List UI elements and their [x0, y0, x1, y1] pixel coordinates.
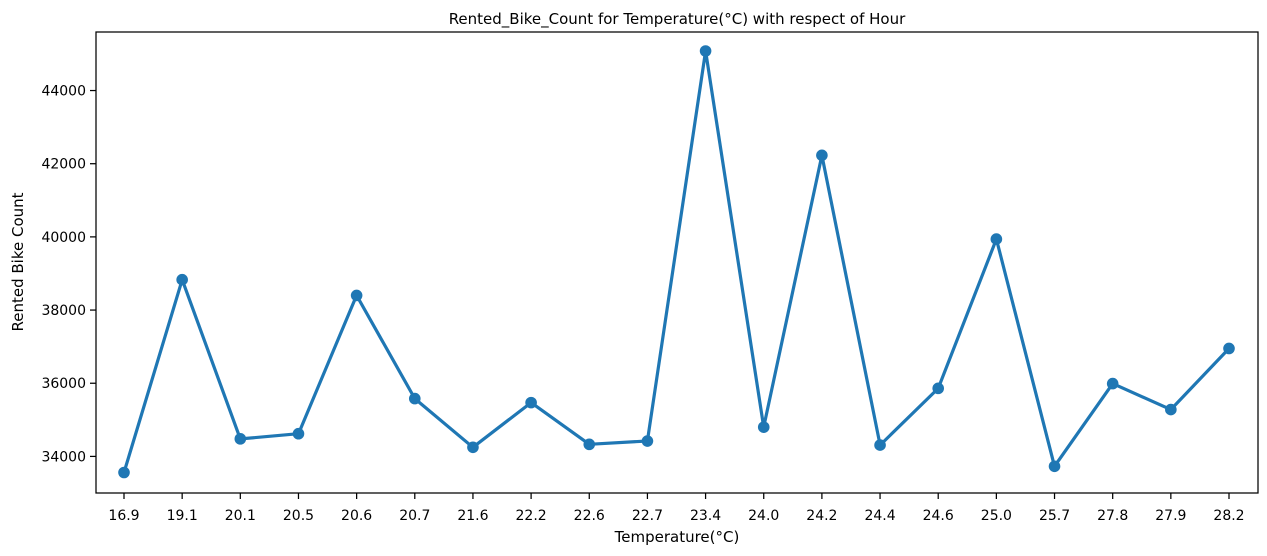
x-tick-label: 28.2	[1213, 508, 1244, 524]
data-point	[350, 289, 363, 302]
y-tick-label: 38000	[41, 303, 86, 319]
x-tick-label: 23.4	[690, 508, 721, 524]
y-tick-label: 42000	[41, 157, 86, 173]
x-tick-label: 20.6	[341, 508, 372, 524]
x-tick-label: 20.1	[225, 508, 256, 524]
y-tick-label: 36000	[41, 376, 86, 392]
data-point	[176, 273, 188, 286]
plot-area-frame	[95, 31, 1259, 494]
series-group	[118, 45, 1235, 479]
x-tick-label: 25.0	[981, 508, 1012, 524]
x-tick-label: 22.6	[574, 508, 605, 524]
x-tick-label: 24.0	[748, 508, 779, 524]
y-axis: 34000 36000 38000 40000 42000 44000	[41, 84, 96, 465]
y-tick-label: 34000	[41, 449, 86, 465]
x-tick-label: 22.7	[632, 508, 663, 524]
x-tick-label: 27.8	[1097, 508, 1128, 524]
data-point	[234, 433, 247, 445]
y-tick-label: 44000	[41, 84, 86, 100]
y-tick-label: 40000	[41, 230, 86, 246]
data-point	[1165, 403, 1177, 416]
data-point	[699, 45, 712, 57]
x-tick-label: 21.6	[457, 508, 488, 524]
x-tick-label: 16.9	[108, 508, 139, 524]
data-point	[408, 392, 421, 405]
data-point	[292, 427, 305, 440]
data-point	[1048, 460, 1061, 473]
x-tick-label: 19.1	[167, 508, 198, 524]
data-point	[874, 439, 886, 451]
x-tick-label: 24.4	[864, 508, 895, 524]
y-axis-title: Rented Bike Count	[9, 192, 27, 331]
data-point	[641, 435, 654, 447]
data-point	[583, 438, 596, 451]
x-tick-label: 20.7	[399, 508, 430, 524]
x-axis: 16.9 19.1 20.1 20.5 20.6 20.7 21.6 22.2 22.6 22.7…	[108, 493, 1245, 524]
x-tick-label: 24.6	[923, 508, 954, 524]
x-axis-title: Temperature(°C)	[614, 528, 740, 546]
data-point	[816, 149, 828, 162]
x-tick-label: 27.9	[1155, 508, 1186, 524]
data-point	[118, 466, 130, 479]
data-point	[1106, 377, 1119, 390]
x-tick-label: 24.2	[806, 508, 837, 524]
data-point	[932, 382, 945, 395]
data-point	[757, 421, 770, 433]
x-tick-label: 20.5	[283, 508, 314, 524]
data-point	[1223, 342, 1235, 355]
chart-title: Rented_Bike_Count for Temperature(°C) wi…	[449, 10, 906, 29]
series-line	[122, 49, 1231, 473]
data-point	[525, 396, 537, 409]
x-tick-label: 25.7	[1039, 508, 1070, 524]
x-tick-label: 22.2	[516, 508, 547, 524]
data-point	[990, 233, 1003, 245]
data-point	[467, 441, 479, 454]
